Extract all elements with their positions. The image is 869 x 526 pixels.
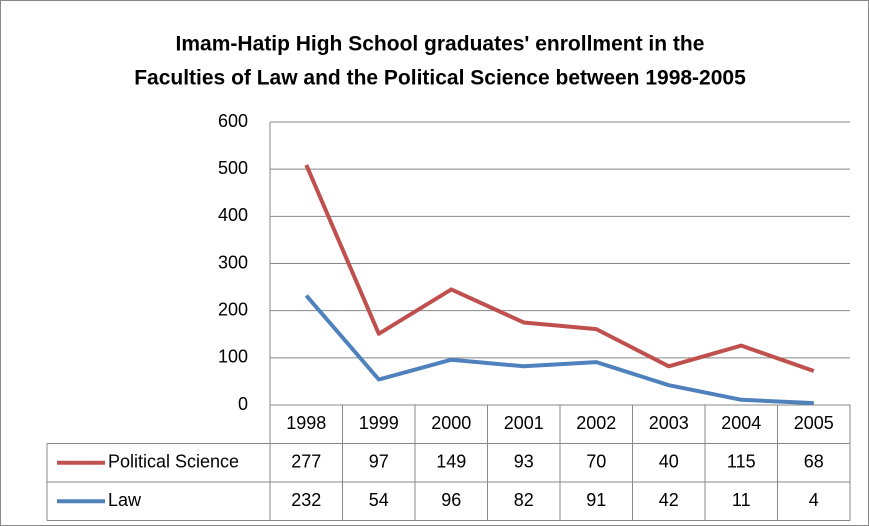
series-line <box>304 294 814 406</box>
table-value: 70 <box>586 452 606 472</box>
x-tick-label: 2002 <box>576 413 616 433</box>
x-tick-label: 1998 <box>286 413 326 433</box>
table-value: 97 <box>369 452 389 472</box>
x-tick-label: 2001 <box>504 413 544 433</box>
legend-label: Political Science <box>108 452 239 472</box>
table-value: 40 <box>659 452 679 472</box>
x-tick-label: 2003 <box>649 413 689 433</box>
y-tick-label: 200 <box>218 299 248 319</box>
table-value: 149 <box>436 452 466 472</box>
y-tick-label: 0 <box>238 394 248 414</box>
table-value: 91 <box>586 490 606 510</box>
table-value: 42 <box>659 490 679 510</box>
table-value: 11 <box>732 490 751 510</box>
x-tick-label: 2000 <box>431 413 471 433</box>
x-tick-label: 2005 <box>794 413 834 433</box>
table-value: 96 <box>441 490 461 510</box>
x-tick-label: 1999 <box>359 413 399 433</box>
table-value: 54 <box>369 490 389 510</box>
table-value: 4 <box>809 490 819 510</box>
table-value: 82 <box>514 490 534 510</box>
y-tick-label: 500 <box>218 158 248 178</box>
table-value: 68 <box>804 452 824 472</box>
table-value: 232 <box>291 490 321 510</box>
y-tick-label: 400 <box>218 205 248 225</box>
table-value: 277 <box>291 452 321 472</box>
y-tick-label: 300 <box>218 252 248 272</box>
legend-label: Law <box>108 490 142 510</box>
series-line <box>304 164 815 373</box>
table-value: 93 <box>514 452 534 472</box>
table-value: 115 <box>727 452 756 472</box>
y-tick-label: 100 <box>218 347 248 367</box>
y-tick-label: 600 <box>218 111 248 131</box>
chart-title: Faculties of Law and the Political Scien… <box>134 67 746 90</box>
x-tick-label: 2004 <box>721 413 761 433</box>
chart-title: Imam-Hatip High School graduates' enroll… <box>176 33 705 56</box>
